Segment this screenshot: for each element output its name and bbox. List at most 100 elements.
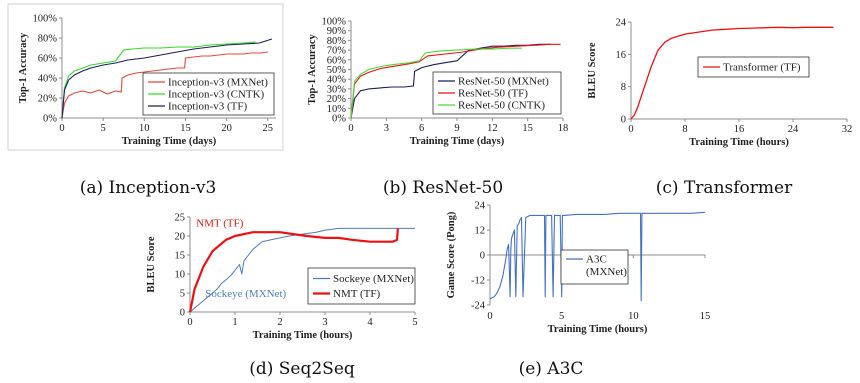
resnet-50-y-tick-label: 70% bbox=[327, 46, 347, 57]
caption-resnet-50: (b) ResNet-50 bbox=[383, 178, 503, 198]
resnet-50-x-tick-label: 12 bbox=[487, 123, 498, 134]
transformer-x-tick-label: 8 bbox=[682, 124, 687, 135]
a3c-y-tick-label: 12 bbox=[475, 226, 486, 237]
seq2seq-x-axis-label: Training Time (hours) bbox=[253, 330, 353, 341]
transformer-legend-label: Transformer (TF) bbox=[723, 62, 801, 74]
seq2seq-x-tick-label: 4 bbox=[367, 317, 373, 328]
a3c-y-axis-label: Game Score (Pong) bbox=[446, 211, 457, 298]
seq2seq-y-tick-label: 10 bbox=[175, 270, 186, 281]
inception-v3-y-tick-label: 0% bbox=[43, 114, 57, 125]
inception-v3-x-tick-label: 5 bbox=[101, 123, 106, 134]
a3c-y-tick-label: 24 bbox=[475, 201, 486, 212]
resnet-50-legend-label: ResNet-50 (MXNet) bbox=[458, 76, 549, 88]
resnet-50-x-tick-label: 9 bbox=[454, 123, 459, 134]
chart-a3c: -24 -12 0 12 24 0 5 10 15 Training Time (hours) Ga… bbox=[446, 201, 710, 336]
resnet-50-y-tick-label: 40% bbox=[327, 75, 347, 86]
resnet-50-x-tick-label: 15 bbox=[522, 123, 533, 134]
inception-v3-x-tick-label: 25 bbox=[263, 123, 274, 134]
seq2seq-legend-label: Sockeye (MXNet) bbox=[333, 273, 414, 285]
resnet-50-y-tick-label: 10% bbox=[327, 104, 347, 115]
transformer-x-tick-label: 16 bbox=[734, 124, 745, 135]
a3c-x-axis-label: Training Time (hours) bbox=[548, 324, 648, 335]
resnet-50-y-tick-label: 90% bbox=[327, 26, 347, 37]
resnet-50-y-tick-label: 80% bbox=[327, 36, 347, 47]
seq2seq-x-tick-label: 5 bbox=[412, 317, 417, 328]
series-line-resnet-50-0 bbox=[350, 43, 552, 119]
transformer-y-tick-label: 8 bbox=[621, 82, 626, 93]
resnet-50-y-tick-label: 0% bbox=[332, 114, 346, 125]
transformer-x-tick-label: 32 bbox=[842, 124, 853, 135]
seq2seq-y-tick-label: 15 bbox=[175, 251, 186, 262]
transformer-x-tick-label: 24 bbox=[788, 124, 799, 135]
resnet-50-y-tick-label: 20% bbox=[327, 94, 347, 105]
resnet-50-y-tick-label: 30% bbox=[327, 84, 347, 95]
a3c-x-tick-label: 0 bbox=[487, 311, 492, 322]
series-line-inception-v3-1 bbox=[61, 41, 256, 119]
inception-v3-y-tick-label: 60% bbox=[38, 54, 58, 65]
transformer-legend-box bbox=[697, 56, 810, 78]
inception-v3-y-tick-label: 80% bbox=[38, 34, 58, 45]
seq2seq-y-tick-label: 0 bbox=[180, 308, 185, 319]
resnet-50-y-tick-label: 60% bbox=[327, 55, 347, 66]
a3c-x-tick-label: 15 bbox=[700, 311, 711, 322]
caption-a3c: (e) A3C bbox=[519, 359, 584, 379]
seq2seq-x-tick-label: 0 bbox=[187, 317, 192, 328]
inception-v3-y-tick-label: 20% bbox=[38, 94, 58, 105]
resnet-50-x-tick-label: 3 bbox=[384, 123, 389, 134]
seq2seq-y-axis-label: BLEU Score bbox=[146, 236, 157, 292]
seq2seq-legend-box bbox=[307, 267, 416, 305]
caption-inception-v3: (a) Inception-v3 bbox=[80, 178, 217, 198]
inception-v3-y-axis-label: Top-1 Accuracy bbox=[18, 32, 29, 103]
resnet-50-x-tick-label: 6 bbox=[419, 123, 424, 134]
caption-seq2seq: (d) Seq2Seq bbox=[249, 359, 355, 379]
transformer-y-tick-label: 16 bbox=[616, 50, 627, 61]
caption-transformer: (c) Transformer bbox=[656, 178, 793, 198]
seq2seq-y-tick-label: 20 bbox=[175, 232, 186, 243]
series-line-a3c-0 bbox=[489, 211, 706, 302]
seq2seq-y-tick-label: 25 bbox=[175, 213, 186, 224]
seq2seq-y-tick-label: 5 bbox=[180, 289, 185, 300]
resnet-50-y-tick-label: 100% bbox=[322, 17, 347, 28]
seq2seq-annotation: NMT (TF) bbox=[196, 218, 243, 230]
seq2seq-annotation: Sockeye (MXNet) bbox=[205, 288, 286, 300]
series-line-seq2seq-0 bbox=[189, 227, 415, 313]
series-line-transformer-0 bbox=[630, 26, 834, 120]
chart-transformer: 0 8 16 24 0 8 16 24 32 Training Time (hours) BLEU … bbox=[587, 18, 852, 149]
transformer-x-tick-label: 0 bbox=[628, 124, 633, 135]
inception-v3-x-tick-label: 0 bbox=[59, 123, 64, 134]
inception-v3-frame bbox=[7, 3, 284, 151]
a3c-y-tick-label: -24 bbox=[471, 301, 486, 312]
inception-v3-legend-label: Inception-v3 (TF) bbox=[168, 101, 247, 113]
inception-v3-x-tick-label: 15 bbox=[180, 123, 191, 134]
inception-v3-legend-label: Inception-v3 (MXNet) bbox=[168, 77, 268, 89]
a3c-legend-label: A3C bbox=[586, 254, 607, 266]
a3c-legend-label-cont: (MXNet) bbox=[586, 266, 627, 278]
seq2seq-legend-label: NMT (TF) bbox=[333, 288, 380, 300]
transformer-y-axis-label: BLEU Score bbox=[587, 42, 598, 98]
inception-v3-y-tick-label: 100% bbox=[33, 14, 58, 25]
inception-v3-x-tick-label: 10 bbox=[139, 123, 150, 134]
a3c-y-tick-label: 0 bbox=[480, 251, 485, 262]
chart-resnet-50: 0%10%20%30%40%50%60%70%80%90%100% 0 3 6 9 12 1… bbox=[307, 17, 568, 148]
resnet-50-legend-label: ResNet-50 (CNTK) bbox=[458, 100, 545, 112]
a3c-legend-box bbox=[560, 249, 629, 285]
series-line-resnet-50-2 bbox=[350, 47, 522, 119]
inception-v3-x-axis-label: Training Time (days) bbox=[122, 136, 217, 147]
transformer-y-tick-label: 24 bbox=[616, 18, 627, 29]
resnet-50-y-tick-label: 50% bbox=[327, 65, 347, 76]
resnet-50-legend-label: ResNet-50 (TF) bbox=[458, 88, 528, 100]
a3c-x-tick-label: 5 bbox=[559, 311, 564, 322]
inception-v3-legend-label: Inception-v3 (CNTK) bbox=[168, 89, 265, 101]
series-line-inception-v3-0 bbox=[61, 51, 268, 119]
resnet-50-x-tick-label: 0 bbox=[348, 123, 353, 134]
chart-seq2seq: 0 5 10 15 20 25 0 1 2 3 4 5 Training Time (hours) BLE… bbox=[146, 213, 418, 342]
series-line-resnet-50-1 bbox=[350, 43, 561, 119]
seq2seq-x-tick-label: 1 bbox=[232, 317, 237, 328]
a3c-x-tick-label: 10 bbox=[628, 311, 639, 322]
series-line-seq2seq-1 bbox=[188, 228, 399, 313]
a3c-y-tick-label: -12 bbox=[471, 276, 485, 287]
inception-v3-y-tick-label: 40% bbox=[38, 74, 58, 85]
series-line-inception-v3-2 bbox=[61, 38, 273, 119]
transformer-x-axis-label: Training Time (hours) bbox=[689, 137, 789, 148]
